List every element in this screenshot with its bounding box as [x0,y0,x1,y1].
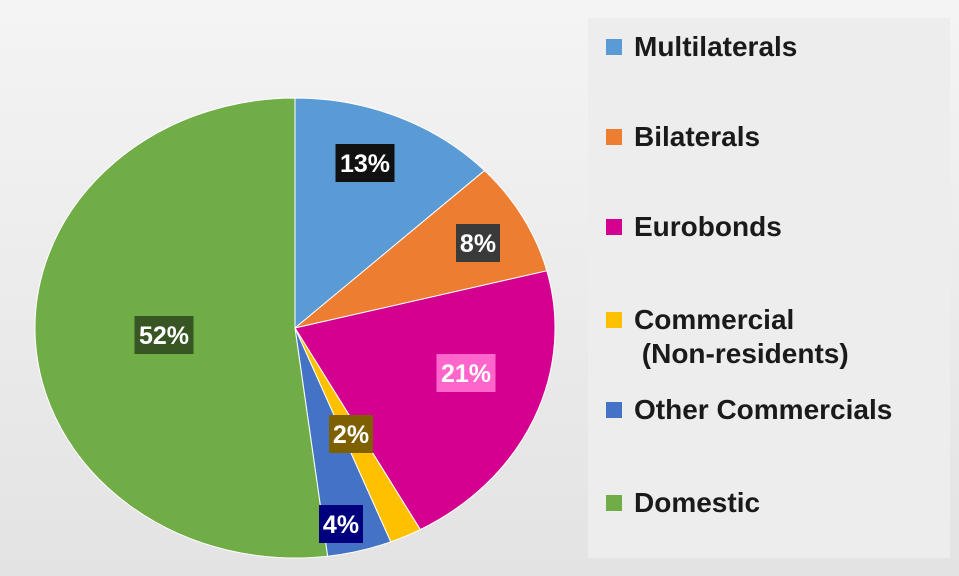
data-label-domestic: 52% [134,316,194,354]
data-label-text: 8% [460,230,496,258]
data-label-commercial: 2% [329,415,373,453]
legend-swatch [606,39,622,55]
legend: Multilaterals Bilaterals Eurobonds Commerci… [588,18,950,558]
data-label-text: 4% [323,511,359,539]
legend-label: Bilaterals [634,121,761,152]
data-label-multilaterals: 13% [335,144,395,182]
legend-item: Other Commercials [606,393,892,427]
legend-label: Other Commercials [634,394,893,425]
data-label-box [329,415,373,453]
legend-label: Commercial (Non-residents) [634,304,849,369]
legend-item: Multilaterals [606,30,797,64]
legend-item: Commercial (Non-residents) [606,303,849,371]
data-label-eurobonds: 21% [436,354,496,392]
legend-label: Eurobonds [634,211,782,242]
data-label-text: 21% [441,360,491,388]
data-label-bilaterals: 8% [456,224,500,262]
data-label-text: 52% [139,322,189,350]
legend-label: Domestic [634,487,761,518]
data-label-box [335,144,395,182]
legend-swatch [606,129,622,145]
legend-swatch [606,312,622,328]
legend-item: Domestic [606,486,760,520]
legend-swatch [606,219,622,235]
data-label-box [319,505,363,543]
data-label-text: 2% [333,421,369,449]
data-label-text: 13% [340,150,390,178]
pie-slice-bilaterals [294,169,548,329]
legend-swatch [606,495,622,511]
pie-slice-eurobonds [294,270,556,531]
legend-label: Multilaterals [634,31,798,62]
data-label-box [456,224,500,262]
data-label-box [134,316,194,354]
legend-swatch [606,402,622,418]
data-label-box [436,354,496,392]
data-label-other: 4% [319,505,363,543]
legend-item: Eurobonds [606,210,782,244]
legend-item: Bilaterals [606,120,760,154]
